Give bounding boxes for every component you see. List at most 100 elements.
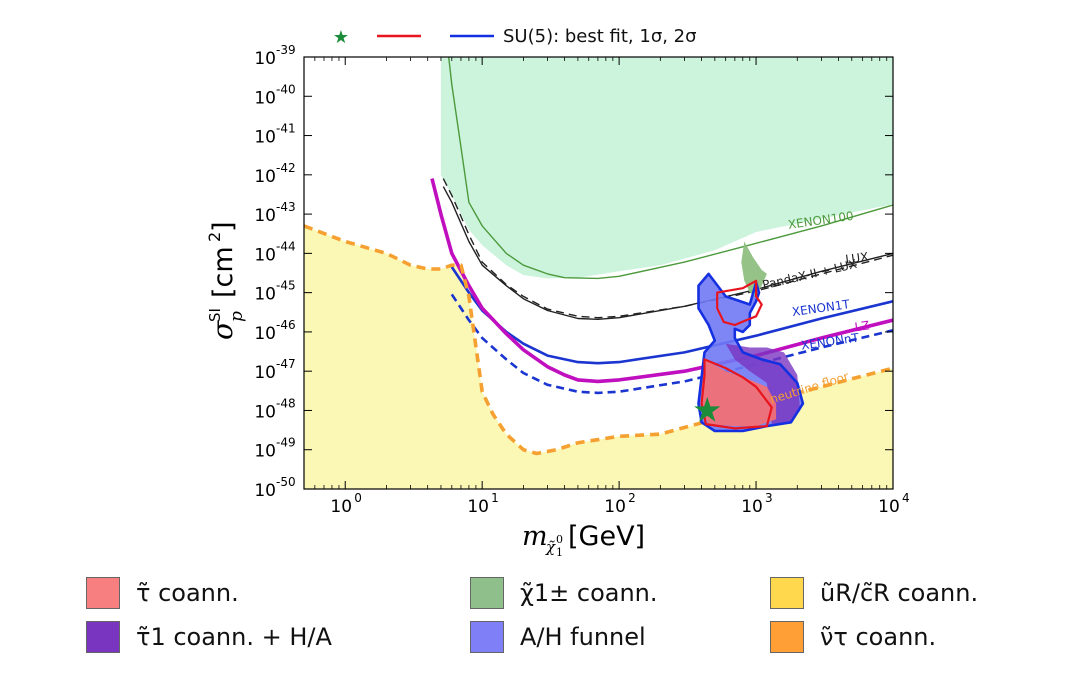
excluded-region	[440, 57, 893, 279]
y-tick-label-base: 10	[254, 442, 276, 462]
svg-text:[GeV]: [GeV]	[568, 521, 645, 552]
curve-label-xenon1t: XENON1T	[791, 297, 851, 319]
y-tick-label-base: 10	[254, 402, 276, 422]
y-tick-label: 10 -47	[254, 357, 295, 383]
curve-label-xenonnt: XENONnT	[800, 330, 860, 352]
legend-chargino-coann: χ̃1± coann.	[470, 576, 658, 610]
plot-frame	[303, 56, 894, 490]
fit-region-1-coann	[741, 241, 767, 297]
y-tick-label-exp: -44	[276, 239, 296, 253]
series-line-pandax-ii-lux	[442, 178, 893, 319]
x-tick-label-exp: 4	[902, 491, 910, 505]
legend-swatch	[770, 621, 804, 653]
legend-swatch	[86, 621, 120, 653]
y-tick-label-base: 10	[254, 128, 276, 148]
x-tick-label-base: 10	[604, 497, 626, 517]
curve-label-pandax-ii-lux: PandaX-II + LUX	[761, 257, 858, 292]
svg-text:]: ]	[208, 221, 239, 232]
legend-stau1-coann-ha: τ̃1 coann. + H/A	[86, 620, 332, 654]
x-tick-label-base: 10	[330, 497, 352, 517]
y-tick-label-exp: -43	[276, 200, 296, 214]
svg-text:χ̃: χ̃	[545, 538, 556, 556]
y-tick-label-base: 10	[254, 245, 276, 265]
x-tick-label: 10 0	[330, 491, 361, 517]
y-tick-label: 10 -44	[254, 239, 295, 265]
x-tick-label: 10 1	[467, 491, 498, 517]
y-tick-label-exp: -42	[276, 161, 296, 175]
y-tick-label-exp: -45	[276, 279, 296, 293]
svg-text:0: 0	[556, 533, 563, 546]
x-axis-label: m χ̃ 1 0 [GeV]	[522, 521, 645, 559]
svg-text:2: 2	[205, 232, 224, 242]
x-tick-label-base: 10	[741, 497, 763, 517]
legend-swatch	[770, 577, 804, 609]
x-tick-label-exp: 0	[354, 491, 362, 505]
y-tick-label-base: 10	[254, 324, 276, 344]
chart-figure: ★ SU(5): best fit, 1σ, 2σ ★ XENON100LUXP…	[205, 26, 910, 559]
y-tick-label-exp: -48	[276, 396, 296, 410]
legend-squark-coann: ũR/c̃R coann.	[770, 576, 978, 610]
svg-text:SI: SI	[206, 308, 224, 322]
y-tick-label: 10 -46	[254, 318, 295, 344]
y-tick-label-exp: -39	[276, 43, 296, 57]
best-fit-point: ★	[692, 390, 722, 430]
y-tick-label-exp: -47	[276, 357, 296, 371]
y-tick-label: 10 -42	[254, 161, 295, 187]
x-tick-label-base: 10	[878, 497, 900, 517]
fit-regions: ★	[692, 241, 805, 433]
legend-swatch	[86, 577, 120, 609]
y-tick-label-exp: -50	[276, 475, 296, 489]
curve-label-lux: LUX	[844, 250, 869, 267]
legend-swatch	[470, 577, 504, 609]
series-line-lux	[442, 186, 893, 320]
legend-label: ν̃τ coann.	[820, 623, 937, 651]
y-tick-label-exp: -46	[276, 318, 296, 332]
svg-text:m: m	[522, 521, 548, 552]
y-axis-label: σ p SI [cm 2 ]	[205, 221, 247, 340]
x-tick-label: 10 3	[741, 491, 772, 517]
top-legend-label: SU(5): best fit, 1σ, 2σ	[503, 26, 697, 47]
top-legend: ★ SU(5): best fit, 1σ, 2σ	[333, 26, 697, 48]
series-line-xenonnt	[450, 293, 893, 395]
svg-text:σ: σ	[206, 320, 239, 340]
best-fit-marker-legend: ★	[333, 27, 349, 48]
curve-label-lz: LZ	[854, 318, 871, 334]
y-tick-label: 10 -40	[254, 82, 295, 108]
x-tick-label-base: 10	[467, 497, 489, 517]
y-tick-label: 10 -49	[254, 436, 295, 462]
y-tick-label: 10 -41	[254, 122, 295, 148]
svg-text:[cm: [cm	[208, 246, 239, 298]
legend-label: A/H funnel	[520, 623, 646, 651]
x-tick-label-exp: 2	[628, 491, 636, 505]
series-line-xenon100	[448, 57, 893, 280]
legend-label: χ̃1± coann.	[520, 579, 658, 607]
fit-region-1-coann-h-a	[725, 343, 801, 425]
y-tick-label-exp: -40	[276, 82, 296, 96]
y-tick-label: 10 -43	[254, 200, 295, 226]
y-tick-label: 10 -48	[254, 396, 295, 422]
y-tick-label: 10 -39	[254, 43, 295, 69]
fit-region-coann	[701, 359, 777, 427]
legend-swatch	[470, 621, 504, 653]
legend-stau-coann: τ̃ coann.	[86, 576, 239, 610]
x-tick-label-exp: 1	[491, 491, 499, 505]
svg-text:p: p	[227, 311, 247, 322]
y-tick-label-exp: -41	[276, 122, 296, 136]
svg-text:1: 1	[556, 546, 563, 559]
y-tick-label-base: 10	[254, 167, 276, 187]
series-line-neutrino-floor	[304, 224, 893, 456]
one-sigma-contour	[716, 279, 763, 327]
legend-label: τ̃ coann.	[136, 579, 239, 607]
one-sigma-contour	[700, 358, 773, 430]
x-tick-label: 10 4	[878, 491, 909, 517]
y-tick-label: 10 -45	[254, 279, 295, 305]
legend-ah-funnel: A/H funnel	[470, 620, 646, 654]
y-tick-label-base: 10	[254, 285, 276, 305]
x-tick-label-exp: 3	[765, 491, 773, 505]
y-tick-label: 10 -50	[254, 475, 295, 501]
y-tick-label-base: 10	[254, 49, 276, 69]
y-tick-label-base: 10	[254, 206, 276, 226]
y-tick-label-base: 10	[254, 481, 276, 501]
y-tick-label-base: 10	[254, 88, 276, 108]
